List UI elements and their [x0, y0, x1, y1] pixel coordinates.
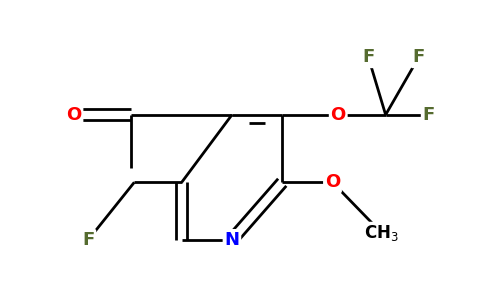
Text: O: O — [331, 106, 346, 124]
Text: N: N — [225, 231, 240, 249]
Text: O: O — [66, 106, 82, 124]
Text: F: F — [82, 231, 94, 249]
Text: F: F — [362, 48, 375, 66]
Text: O: O — [325, 173, 340, 191]
Text: F: F — [423, 106, 435, 124]
Text: CH$_3$: CH$_3$ — [364, 223, 399, 243]
Text: F: F — [412, 48, 425, 66]
